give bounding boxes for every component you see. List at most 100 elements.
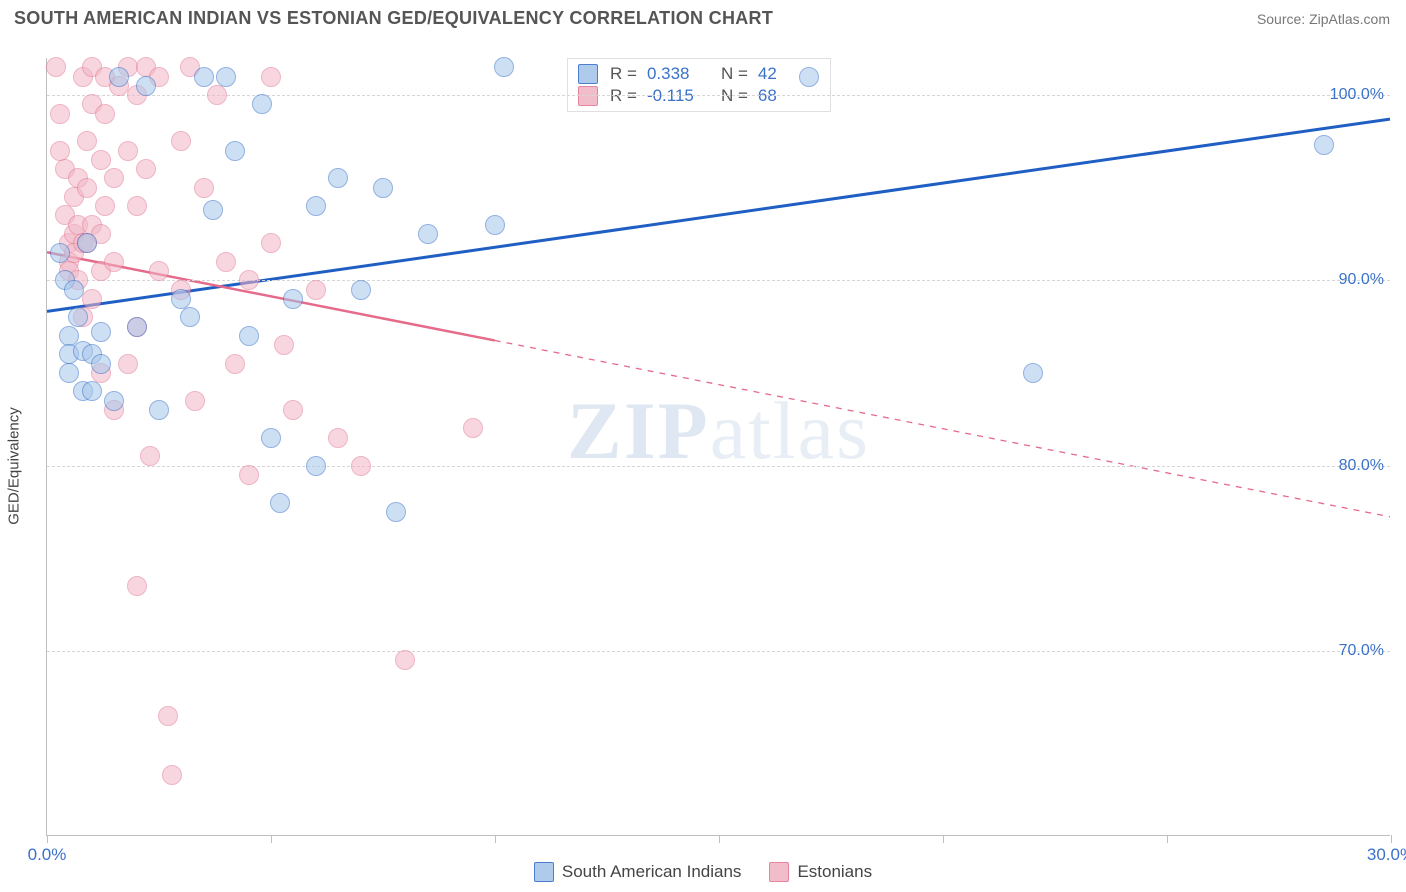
data-point <box>91 354 111 374</box>
data-point <box>203 200 223 220</box>
data-point <box>216 252 236 272</box>
legend-top: R = 0.338 N = 42 R = -0.115 N = 68 <box>567 58 831 112</box>
plot-area: ZIPatlas R = 0.338 N = 42 R = -0.115 N =… <box>46 58 1390 836</box>
data-point <box>373 178 393 198</box>
legend-bottom-item-s0: South American Indians <box>534 862 742 882</box>
trend-lines-svg <box>47 58 1390 835</box>
x-tick <box>271 835 272 843</box>
data-point <box>261 233 281 253</box>
y-axis-label: GED/Equivalency <box>6 407 23 525</box>
data-point <box>351 280 371 300</box>
data-point <box>77 233 97 253</box>
data-point <box>136 159 156 179</box>
data-point <box>118 354 138 374</box>
data-point <box>91 322 111 342</box>
x-tick <box>943 835 944 843</box>
data-point <box>46 57 66 77</box>
gridline-h <box>47 95 1390 96</box>
data-point <box>1023 363 1043 383</box>
data-point <box>50 104 70 124</box>
chart-title: SOUTH AMERICAN INDIAN VS ESTONIAN GED/EQ… <box>14 8 773 29</box>
swatch-s0-bottom <box>534 862 554 882</box>
swatch-s1-bottom <box>769 862 789 882</box>
x-tick <box>719 835 720 843</box>
data-point <box>50 141 70 161</box>
data-point <box>283 289 303 309</box>
legend-n-label: N = <box>721 64 748 84</box>
data-point <box>261 67 281 87</box>
y-tick-label: 90.0% <box>1339 271 1384 289</box>
data-point <box>306 456 326 476</box>
data-point <box>109 67 129 87</box>
swatch-s0 <box>578 64 598 84</box>
data-point <box>104 391 124 411</box>
watermark-bold: ZIP <box>567 385 710 476</box>
data-point <box>799 67 819 87</box>
data-point <box>95 196 115 216</box>
chart-container: GED/Equivalency ZIPatlas R = 0.338 N = 4… <box>0 40 1406 892</box>
data-point <box>351 456 371 476</box>
data-point <box>140 446 160 466</box>
data-point <box>64 280 84 300</box>
data-point <box>149 261 169 281</box>
data-point <box>194 178 214 198</box>
data-point <box>252 94 272 114</box>
data-point <box>283 400 303 420</box>
data-point <box>127 576 147 596</box>
data-point <box>95 104 115 124</box>
data-point <box>50 243 70 263</box>
data-point <box>494 57 514 77</box>
data-point <box>185 391 205 411</box>
data-point <box>77 178 97 198</box>
data-point <box>171 289 191 309</box>
data-point <box>180 307 200 327</box>
data-point <box>306 196 326 216</box>
data-point <box>162 765 182 785</box>
chart-source: Source: ZipAtlas.com <box>1257 11 1390 27</box>
data-point <box>68 307 88 327</box>
y-tick-label: 100.0% <box>1330 86 1384 104</box>
watermark-rest: atlas <box>710 385 870 476</box>
data-point <box>127 317 147 337</box>
data-point <box>270 493 290 513</box>
data-point <box>171 131 191 151</box>
data-point <box>225 354 245 374</box>
data-point <box>485 215 505 235</box>
data-point <box>328 168 348 188</box>
data-point <box>274 335 294 355</box>
data-point <box>91 150 111 170</box>
legend-bottom-item-s1: Estonians <box>769 862 872 882</box>
trend-line-dashed <box>495 340 1390 516</box>
data-point <box>239 270 259 290</box>
data-point <box>306 280 326 300</box>
data-point <box>463 418 483 438</box>
y-tick-label: 80.0% <box>1339 457 1384 475</box>
data-point <box>104 168 124 188</box>
legend-row-s0: R = 0.338 N = 42 <box>578 63 816 85</box>
legend-bottom-label-s0: South American Indians <box>562 862 742 882</box>
data-point <box>1314 135 1334 155</box>
data-point <box>127 196 147 216</box>
x-tick <box>1167 835 1168 843</box>
x-tick <box>1391 835 1392 843</box>
data-point <box>104 252 124 272</box>
data-point <box>328 428 348 448</box>
data-point <box>136 76 156 96</box>
x-tick <box>495 835 496 843</box>
data-point <box>59 363 79 383</box>
data-point <box>158 706 178 726</box>
data-point <box>82 381 102 401</box>
gridline-h <box>47 651 1390 652</box>
legend-bottom-label-s1: Estonians <box>797 862 872 882</box>
data-point <box>82 289 102 309</box>
legend-r-label: R = <box>610 64 637 84</box>
legend-r-value-s0: 0.338 <box>647 64 705 84</box>
data-point <box>239 326 259 346</box>
data-point <box>239 465 259 485</box>
data-point <box>118 141 138 161</box>
data-point <box>194 67 214 87</box>
y-tick-label: 70.0% <box>1339 642 1384 660</box>
data-point <box>149 400 169 420</box>
data-point <box>418 224 438 244</box>
data-point <box>386 502 406 522</box>
